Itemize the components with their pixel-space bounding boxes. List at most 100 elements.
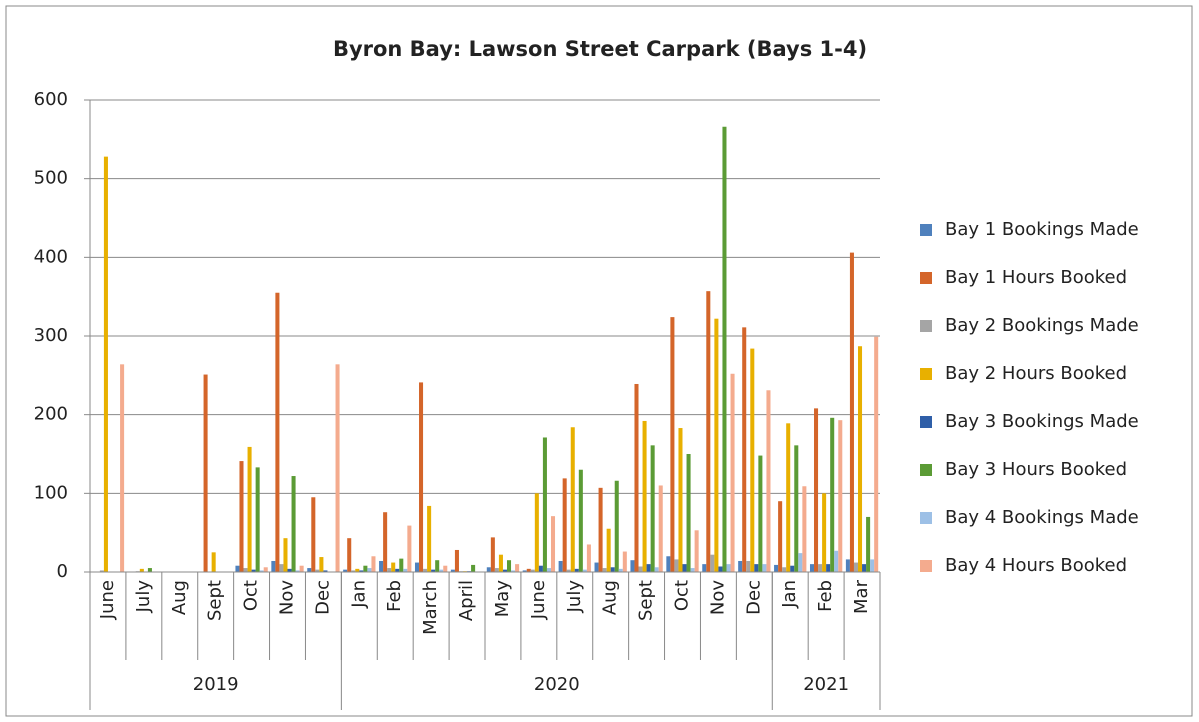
bar xyxy=(311,497,316,572)
bar xyxy=(690,568,695,572)
y-tick-label: 600 xyxy=(34,89,68,110)
bar xyxy=(638,566,643,572)
legend-swatch xyxy=(920,368,932,380)
bar xyxy=(343,569,348,572)
bar xyxy=(858,346,863,572)
bar xyxy=(435,560,440,572)
bar xyxy=(558,560,563,572)
x-tick-label: Nov xyxy=(277,580,298,615)
bar xyxy=(750,348,755,572)
legend-swatch xyxy=(920,320,932,332)
group-label: 2021 xyxy=(803,674,849,695)
bar xyxy=(542,437,547,572)
x-tick-label: Dec xyxy=(743,580,764,615)
bar xyxy=(614,480,619,572)
bar xyxy=(830,417,835,572)
bar xyxy=(147,568,152,572)
bar xyxy=(139,568,144,572)
bar xyxy=(610,567,615,572)
bar xyxy=(379,560,384,572)
bar xyxy=(307,568,312,572)
bar xyxy=(818,564,823,572)
bar xyxy=(730,373,735,572)
bar xyxy=(323,570,328,572)
bar xyxy=(99,570,104,572)
bar xyxy=(774,564,779,572)
y-tick-label: 0 xyxy=(57,561,68,582)
bar xyxy=(279,564,284,572)
x-tick-label: June xyxy=(528,580,549,620)
chart-border xyxy=(5,5,1193,717)
bar xyxy=(802,486,807,572)
bar xyxy=(423,568,428,572)
bar xyxy=(634,383,639,572)
y-tick-label: 500 xyxy=(34,168,68,189)
bar xyxy=(355,568,360,572)
bar xyxy=(678,428,683,572)
bar xyxy=(203,374,208,572)
legend-swatch xyxy=(920,272,932,284)
bar xyxy=(742,327,747,572)
y-tick-label: 100 xyxy=(34,482,68,503)
bar xyxy=(367,568,372,572)
bar xyxy=(255,467,260,572)
chart-title: Byron Bay: Lawson Street Carpark (Bays 1… xyxy=(333,37,867,61)
x-tick-label: Feb xyxy=(815,580,836,612)
bar xyxy=(598,487,603,572)
bar xyxy=(726,564,731,572)
bar xyxy=(778,501,783,572)
bar xyxy=(606,528,611,572)
bar xyxy=(702,564,707,572)
bar xyxy=(646,564,651,572)
bar xyxy=(103,156,108,572)
bar xyxy=(443,565,448,572)
x-tick-label: May xyxy=(492,580,513,618)
x-tick-label: Aug xyxy=(600,580,621,615)
bar xyxy=(498,554,503,572)
bar xyxy=(746,560,751,572)
bar xyxy=(566,569,571,572)
bar xyxy=(439,569,444,572)
legend-swatch xyxy=(920,224,932,236)
x-tick-label: Sept xyxy=(205,580,226,621)
bar xyxy=(766,390,771,572)
bar xyxy=(522,570,527,572)
bar xyxy=(794,445,799,572)
bar xyxy=(347,538,352,572)
legend-label: Bay 2 Bookings Made xyxy=(945,315,1139,336)
bar xyxy=(450,569,455,572)
bar xyxy=(738,560,743,572)
x-tick-label: July xyxy=(564,580,585,614)
x-tick-label: Sept xyxy=(636,580,657,621)
bar xyxy=(315,569,320,572)
bar xyxy=(570,427,575,572)
bar xyxy=(718,566,723,572)
bar xyxy=(849,252,854,572)
bar xyxy=(275,292,280,572)
y-tick-label: 200 xyxy=(34,404,68,425)
bar xyxy=(874,336,879,572)
bar xyxy=(642,420,647,572)
legend-swatch xyxy=(920,464,932,476)
x-tick-label: Aug xyxy=(169,580,190,615)
bar xyxy=(530,569,535,572)
bar xyxy=(582,569,587,572)
bar xyxy=(578,469,583,572)
bar xyxy=(826,564,831,572)
legend-label: Bay 4 Hours Booked xyxy=(945,555,1127,576)
x-tick-label: Oct xyxy=(241,580,262,611)
legend-label: Bay 4 Bookings Made xyxy=(945,507,1139,528)
bar xyxy=(630,560,635,572)
bar xyxy=(594,562,599,572)
bar xyxy=(399,558,404,572)
bar xyxy=(243,568,248,572)
bar xyxy=(363,565,368,572)
bar xyxy=(351,570,356,572)
bar xyxy=(502,569,507,572)
bar xyxy=(371,556,376,572)
y-tick-label: 400 xyxy=(34,246,68,267)
bar xyxy=(291,476,296,572)
bar xyxy=(654,567,659,572)
bar xyxy=(722,126,727,572)
bar xyxy=(574,568,579,572)
